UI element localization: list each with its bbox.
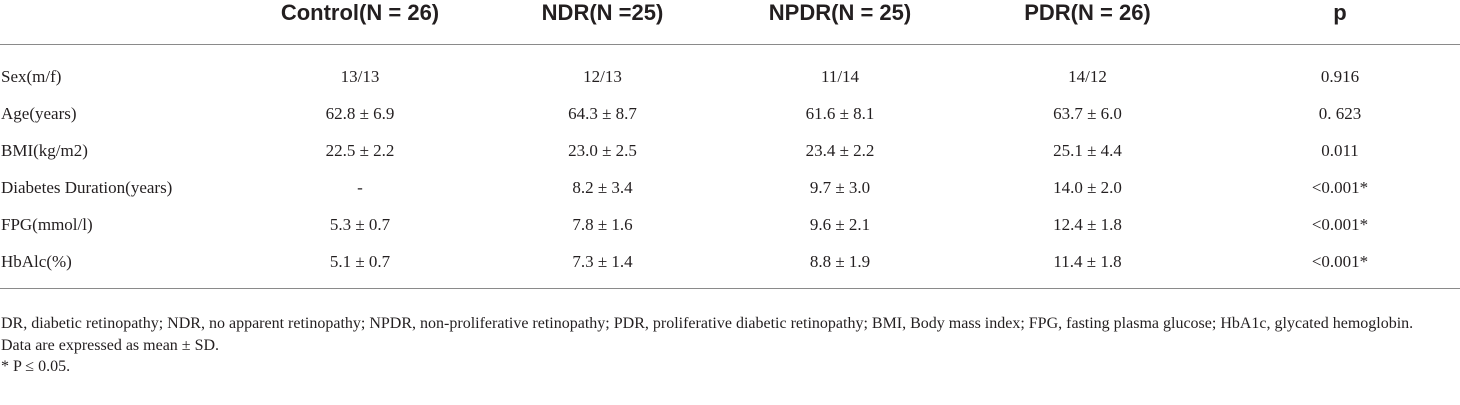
table-body: Sex(m/f) 13/13 12/13 11/14 14/12 0.916 A…	[0, 45, 1460, 289]
clinical-characteristics-table: Control(N = 26) NDR(N =25) NPDR(N = 25) …	[0, 0, 1460, 289]
header-cell-row-label	[0, 0, 240, 45]
cell-control: 13/13	[340, 66, 380, 86]
cell-p-value: <0.001*	[1311, 214, 1369, 234]
row-label: FPG(mmol/l)	[1, 214, 93, 234]
cell-control: 22.5 ± 2.2	[325, 140, 395, 160]
footnote-significance: * P ≤ 0.05.	[1, 358, 71, 375]
table-row: FPG(mmol/l) 5.3 ± 0.7 7.8 ± 1.6 9.6 ± 2.…	[0, 206, 1460, 243]
header-row: Control(N = 26) NDR(N =25) NPDR(N = 25) …	[0, 0, 1460, 45]
cell-ndr: 7.3 ± 1.4	[572, 251, 633, 271]
cell-npdr: 23.4 ± 2.2	[805, 140, 875, 160]
cell-control: -	[357, 177, 363, 197]
table-row: Age(years) 62.8 ± 6.9 64.3 ± 8.7 61.6 ± …	[0, 95, 1460, 132]
cell-pdr: 63.7 ± 6.0	[1053, 103, 1122, 123]
cell-npdr: 9.7 ± 3.0	[809, 177, 871, 197]
footnote-data-note: Data are expressed as mean ± SD.	[1, 336, 220, 354]
clinical-characteristics-table-container: Control(N = 26) NDR(N =25) NPDR(N = 25) …	[0, 0, 1460, 289]
table-row: Diabetes Duration(years) - 8.2 ± 3.4 9.7…	[0, 169, 1460, 206]
table-footnotes: DR, diabetic retinopathy; NDR, no appare…	[1, 313, 1456, 378]
header-cell-ndr: NDR(N =25)	[541, 0, 664, 25]
header-cell-pdr: PDR(N = 26)	[1024, 0, 1151, 25]
cell-ndr: 64.3 ± 8.7	[568, 103, 637, 123]
table-row: HbAlc(%) 5.1 ± 0.7 7.3 ± 1.4 8.8 ± 1.9 1…	[0, 243, 1460, 289]
table-row: BMI(kg/m2) 22.5 ± 2.2 23.0 ± 2.5 23.4 ± …	[0, 132, 1460, 169]
footnote-abbreviations: DR, diabetic retinopathy; NDR, no appare…	[1, 315, 1414, 332]
cell-control: 5.3 ± 0.7	[329, 214, 391, 234]
cell-control: 62.8 ± 6.9	[325, 103, 395, 123]
row-label: BMI(kg/m2)	[1, 140, 88, 160]
header-cell-npdr: NPDR(N = 25)	[768, 0, 912, 25]
cell-pdr: 11.4 ± 1.8	[1053, 251, 1122, 271]
table-row: Sex(m/f) 13/13 12/13 11/14 14/12 0.916	[0, 45, 1460, 96]
cell-npdr: 11/14	[820, 66, 860, 86]
cell-pdr: 12.4 ± 1.8	[1053, 214, 1122, 234]
cell-npdr: 61.6 ± 8.1	[805, 103, 875, 123]
cell-p-value: 0.916	[1320, 66, 1360, 86]
row-label: HbAlc(%)	[1, 251, 72, 271]
cell-p-value: <0.001*	[1311, 177, 1369, 197]
cell-pdr: 25.1 ± 4.4	[1053, 140, 1122, 160]
row-label: Sex(m/f)	[1, 66, 62, 86]
cell-ndr: 23.0 ± 2.5	[568, 140, 637, 160]
row-label: Age(years)	[1, 103, 77, 123]
cell-ndr: 8.2 ± 3.4	[572, 177, 633, 197]
cell-ndr: 12/13	[583, 66, 622, 86]
cell-npdr: 8.8 ± 1.9	[809, 251, 871, 271]
cell-p-value: <0.001*	[1311, 251, 1369, 271]
cell-p-value: 0. 623	[1318, 103, 1362, 123]
cell-npdr: 9.6 ± 2.1	[809, 214, 871, 234]
cell-pdr: 14.0 ± 2.0	[1053, 177, 1122, 197]
table-header: Control(N = 26) NDR(N =25) NPDR(N = 25) …	[0, 0, 1460, 45]
cell-p-value: 0.011	[1321, 140, 1359, 160]
header-cell-control: Control(N = 26)	[280, 0, 440, 25]
row-label: Diabetes Duration(years)	[1, 177, 173, 197]
header-cell-p-value: p	[1333, 0, 1347, 25]
cell-ndr: 7.8 ± 1.6	[572, 214, 633, 234]
cell-control: 5.1 ± 0.7	[329, 251, 391, 271]
cell-pdr: 14/12	[1068, 66, 1107, 86]
